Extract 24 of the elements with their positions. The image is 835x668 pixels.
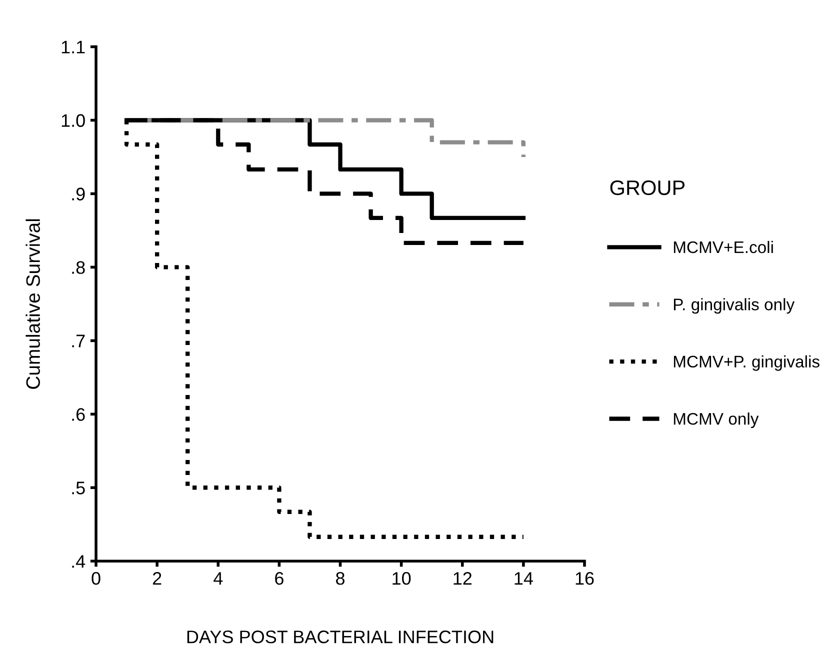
y-tick-label: .9 <box>72 188 85 200</box>
legend-title: GROUP <box>610 180 685 196</box>
legend-label: MCMV+E.coli <box>674 240 773 254</box>
y-tick-label: .4 <box>72 555 86 568</box>
y-tick-label: .6 <box>72 408 85 421</box>
x-tick-label: 8 <box>336 572 344 585</box>
x-axis-title: DAYS POST BACTERIAL INFECTION <box>187 630 494 644</box>
x-tick-label: 0 <box>92 572 100 585</box>
x-tick-label: 10 <box>392 572 411 585</box>
y-tick-label: 1.0 <box>62 114 85 127</box>
y-tick-label: 1.1 <box>62 40 85 54</box>
x-tick-label: 14 <box>514 572 533 585</box>
x-tick-label: 2 <box>152 572 162 585</box>
x-tick-label: 12 <box>454 572 472 585</box>
y-axis-title: Cumulative Survival <box>26 219 40 389</box>
legend-label: P. gingivalis only <box>674 298 795 314</box>
legend-label: MCMV only <box>674 412 759 428</box>
x-tick-label: 6 <box>275 572 284 585</box>
legend-label: MCMV+P. gingivalis <box>674 355 820 371</box>
y-tick-label: .7 <box>72 334 85 348</box>
y-tick-label: .8 <box>72 261 85 274</box>
x-tick-label: 16 <box>576 572 594 585</box>
y-tick-label: .5 <box>72 482 85 494</box>
x-tick-label: 4 <box>214 572 223 585</box>
